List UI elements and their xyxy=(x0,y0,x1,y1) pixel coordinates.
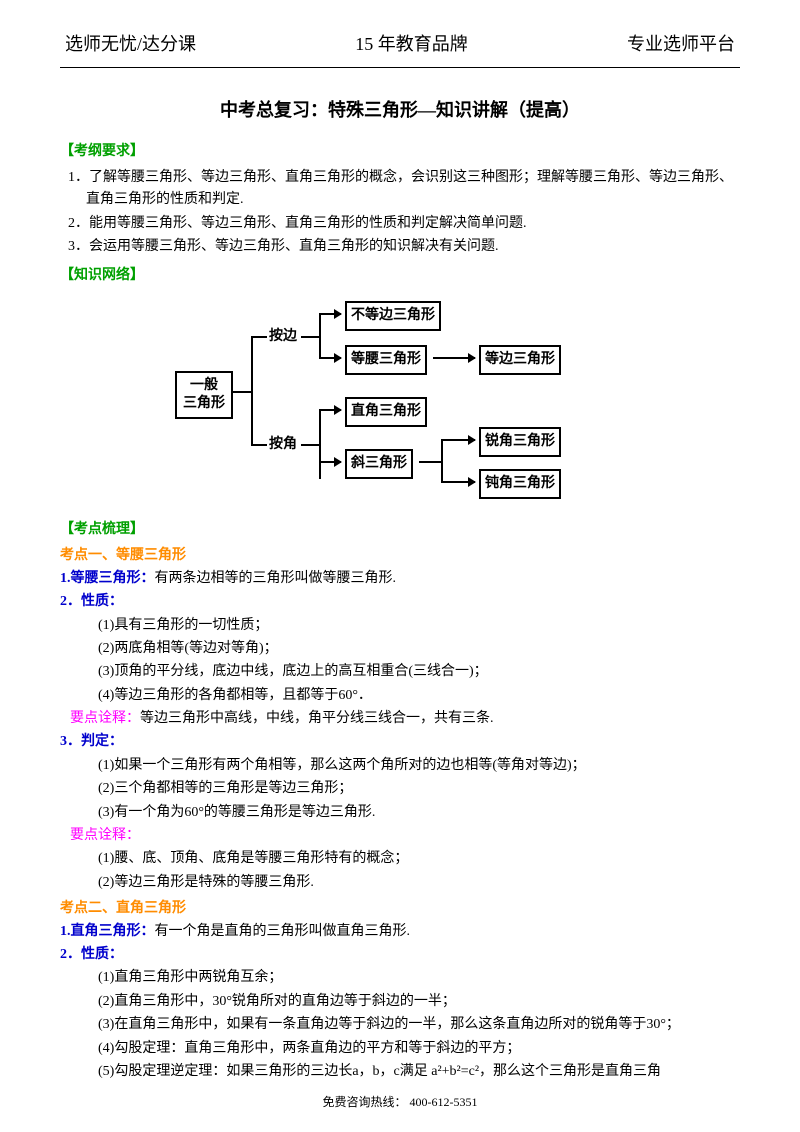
diagram-node: 钝角三角形 xyxy=(479,469,561,499)
topic-2-prop-label: 2．性质： xyxy=(60,944,740,966)
diagram-node: 锐角三角形 xyxy=(479,427,561,457)
knowledge-diagram: 一般 三角形 按边 不等边三角形 等腰三角形 等边三角形 按角 直角三角形 斜三… xyxy=(60,301,740,501)
note-label: 要点诠释： xyxy=(70,711,140,726)
section-kaogang: 【考纲要求】 xyxy=(60,141,740,163)
prop-item: (4)等边三角形的各角都相等，且都等于60°． xyxy=(60,685,740,707)
note-text: 等边三角形中高线，中线，角平分线三线合一，共有三条. xyxy=(140,711,494,726)
prop-item: (3)在直角三角形中，如果有一条直角边等于斜边的一半，那么这条直角边所对的锐角等… xyxy=(60,1014,740,1036)
topic-1-def: 1.等腰三角形：有两条边相等的三角形叫做等腰三角形. xyxy=(60,568,740,590)
diagram-by-angle: 按角 xyxy=(269,434,297,456)
topic-1-judge-label: 3．判定： xyxy=(60,731,740,753)
diagram-node: 等腰三角形 xyxy=(345,345,427,375)
prop-item: (1)直角三角形中两锐角互余； xyxy=(60,967,740,989)
kaogang-item: 2．能用等腰三角形、等边三角形、直角三角形的性质和判定解决简单问题. xyxy=(60,213,740,235)
note-label-2: 要点诠释： xyxy=(60,825,740,847)
section-zhishi: 【知识网络】 xyxy=(60,265,740,287)
topic-1-header: 考点一、等腰三角形 xyxy=(60,545,740,567)
diagram-node: 等边三角形 xyxy=(479,345,561,375)
def-label: 1.等腰三角形： xyxy=(60,571,155,586)
diagram-node: 不等边三角形 xyxy=(345,301,441,331)
kaogang-item: 1．了解等腰三角形、等边三角形、直角三角形的概念，会识别这三种图形；理解等腰三角… xyxy=(60,167,740,212)
note-line: 要点诠释：等边三角形中高线，中线，角平分线三线合一，共有三条. xyxy=(60,708,740,730)
prop-item: (5)勾股定理逆定理：如果三角形的三边长a，b，c满足 a²+b²=c²，那么这… xyxy=(60,1061,740,1083)
page-header: 选师无忧/达分课 15 年教育品牌 专业选师平台 xyxy=(60,30,740,68)
header-center: 15 年教育品牌 xyxy=(355,30,468,59)
prop-item: (2)直角三角形中，30°锐角所对的直角边等于斜边的一半； xyxy=(60,991,740,1013)
prop-item: (3)顶角的平分线，底边中线，底边上的高互相重合(三线合一)； xyxy=(60,661,740,683)
judge-item: (1)如果一个三角形有两个角相等，那么这两个角所对的边也相等(等角对等边)； xyxy=(60,755,740,777)
diagram-node: 斜三角形 xyxy=(345,449,413,479)
topic-2-header: 考点二、直角三角形 xyxy=(60,898,740,920)
note-item: (2)等边三角形是特殊的等腰三角形. xyxy=(60,872,740,894)
def-label: 1.直角三角形： xyxy=(60,924,155,939)
judge-item: (3)有一个角为60°的等腰三角形是等边三角形. xyxy=(60,802,740,824)
prop-item: (4)勾股定理：直角三角形中，两条直角边的平方和等于斜边的平方； xyxy=(60,1038,740,1060)
header-right: 专业选师平台 xyxy=(627,30,735,59)
def-text: 有一个角是直角的三角形叫做直角三角形. xyxy=(155,924,411,939)
diagram-node: 直角三角形 xyxy=(345,397,427,427)
page-title: 中考总复习：特殊三角形—知识讲解（提高） xyxy=(60,96,740,125)
page-footer: 免费咨询热线： 400-612-5351 xyxy=(0,1093,800,1112)
section-kaodian: 【考点梳理】 xyxy=(60,519,740,541)
diagram-by-edge: 按边 xyxy=(269,326,297,348)
topic-1-prop-label: 2．性质： xyxy=(60,591,740,613)
note-item: (1)腰、底、顶角、底角是等腰三角形特有的概念； xyxy=(60,848,740,870)
judge-item: (2)三个角都相等的三角形是等边三角形； xyxy=(60,778,740,800)
def-text: 有两条边相等的三角形叫做等腰三角形. xyxy=(155,571,397,586)
prop-item: (2)两底角相等(等边对等角)； xyxy=(60,638,740,660)
kaogang-list: 1．了解等腰三角形、等边三角形、直角三角形的概念，会识别这三种图形；理解等腰三角… xyxy=(60,167,740,259)
topic-2-def: 1.直角三角形：有一个角是直角的三角形叫做直角三角形. xyxy=(60,921,740,943)
kaogang-item: 3．会运用等腰三角形、等边三角形、直角三角形的知识解决有关问题. xyxy=(60,236,740,258)
header-left: 选师无忧/达分课 xyxy=(65,30,196,59)
diagram-root: 一般 三角形 xyxy=(175,371,233,419)
prop-item: (1)具有三角形的一切性质； xyxy=(60,615,740,637)
